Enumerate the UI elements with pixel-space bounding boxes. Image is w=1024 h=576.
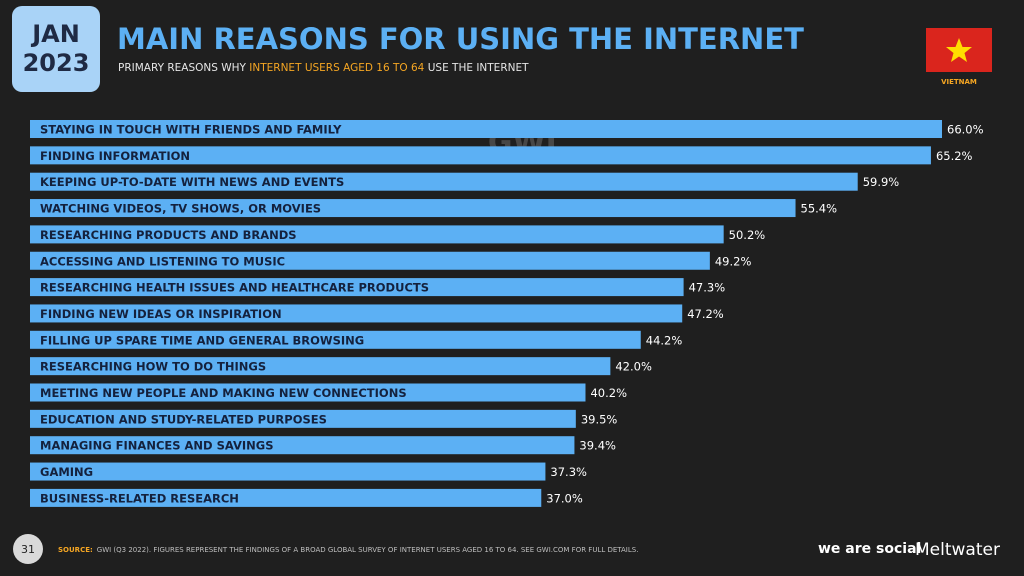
bar: [30, 330, 641, 349]
value-label: 65.2%: [936, 149, 973, 163]
brand-meltwater: Meltwater: [915, 540, 1000, 560]
value-label: 47.2%: [687, 307, 724, 321]
value-label: 50.2%: [729, 228, 766, 242]
category-label: MEETING NEW PEOPLE AND MAKING NEW CONNEC…: [40, 386, 407, 400]
category-label: RESEARCHING HOW TO DO THINGS: [40, 360, 266, 374]
source-label: SOURCE:: [58, 546, 93, 554]
value-label: 55.4%: [801, 202, 838, 216]
bar: [30, 278, 684, 297]
category-label: FINDING INFORMATION: [40, 149, 190, 163]
bar: [30, 357, 611, 376]
flag-star: [946, 38, 972, 62]
value-label: 37.3%: [550, 465, 587, 479]
source: SOURCE: GWI (Q3 2022). FIGURES REPRESENT …: [58, 546, 638, 554]
subtitle: PRIMARY REASONS WHY INTERNET USERS AGED …: [118, 62, 529, 74]
date-month: JAN: [30, 20, 80, 48]
category-label: RESEARCHING PRODUCTS AND BRANDS: [40, 228, 297, 242]
subtitle-part: PRIMARY REASONS WHY: [118, 62, 249, 74]
date-year: 2023: [23, 49, 90, 77]
category-label: ACCESSING AND LISTENING TO MUSIC: [40, 254, 285, 268]
category-label: FILLING UP SPARE TIME AND GENERAL BROWSI…: [40, 333, 364, 347]
value-label: 39.4%: [579, 439, 616, 453]
category-label: WATCHING VIDEOS, TV SHOWS, OR MOVIES: [40, 202, 321, 216]
category-label: GAMING: [40, 465, 93, 479]
bar: [30, 383, 586, 402]
brand-we-are-social: we are social: [818, 541, 921, 557]
bar: [30, 120, 942, 138]
category-label: BUSINESS-RELATED RESEARCH: [40, 491, 239, 505]
bar: [30, 409, 576, 428]
category-label: KEEPING UP-TO-DATE WITH NEWS AND EVENTS: [40, 175, 344, 189]
bar: [30, 199, 796, 218]
value-label: 40.2%: [590, 386, 627, 400]
bar: [30, 488, 542, 507]
bar: [30, 436, 575, 455]
bar: [30, 462, 546, 481]
value-label: 44.2%: [646, 333, 683, 347]
category-label: FINDING NEW IDEAS OR INSPIRATION: [40, 307, 282, 321]
value-label: 47.3%: [689, 281, 726, 295]
value-label: 66.0%: [947, 123, 984, 137]
value-label: 39.5%: [581, 412, 618, 426]
bar: [30, 225, 724, 244]
value-label: 42.0%: [615, 360, 652, 374]
bar: [30, 146, 931, 165]
page-badge: [13, 534, 43, 564]
category-label: RESEARCHING HEALTH ISSUES AND HEALTHCARE…: [40, 281, 429, 295]
category-label: EDUCATION AND STUDY-RELATED PURPOSES: [40, 412, 327, 426]
subtitle-part: USE THE INTERNET: [424, 62, 529, 74]
value-label: 49.2%: [715, 254, 752, 268]
value-label: 59.9%: [863, 175, 900, 189]
country-label: VIETNAM: [941, 78, 977, 86]
bar: [30, 304, 683, 323]
date-box: [12, 6, 100, 92]
value-label: 37.0%: [546, 491, 583, 505]
bar: [30, 251, 710, 270]
chart-title: MAIN REASONS FOR USING THE INTERNET: [117, 22, 804, 56]
category-label: STAYING IN TOUCH WITH FRIENDS AND FAMILY: [40, 123, 342, 137]
subtitle-highlight: INTERNET USERS AGED 16 TO 64: [249, 62, 424, 74]
bar: [30, 172, 858, 191]
source-text: GWI (Q3 2022). FIGURES REPRESENT THE FIN…: [97, 546, 639, 554]
category-label: MANAGING FINANCES AND SAVINGS: [40, 439, 274, 453]
page-number: 31: [21, 543, 35, 556]
bar-chart: STAYING IN TOUCH WITH FRIENDS AND FAMILY…: [30, 120, 984, 507]
